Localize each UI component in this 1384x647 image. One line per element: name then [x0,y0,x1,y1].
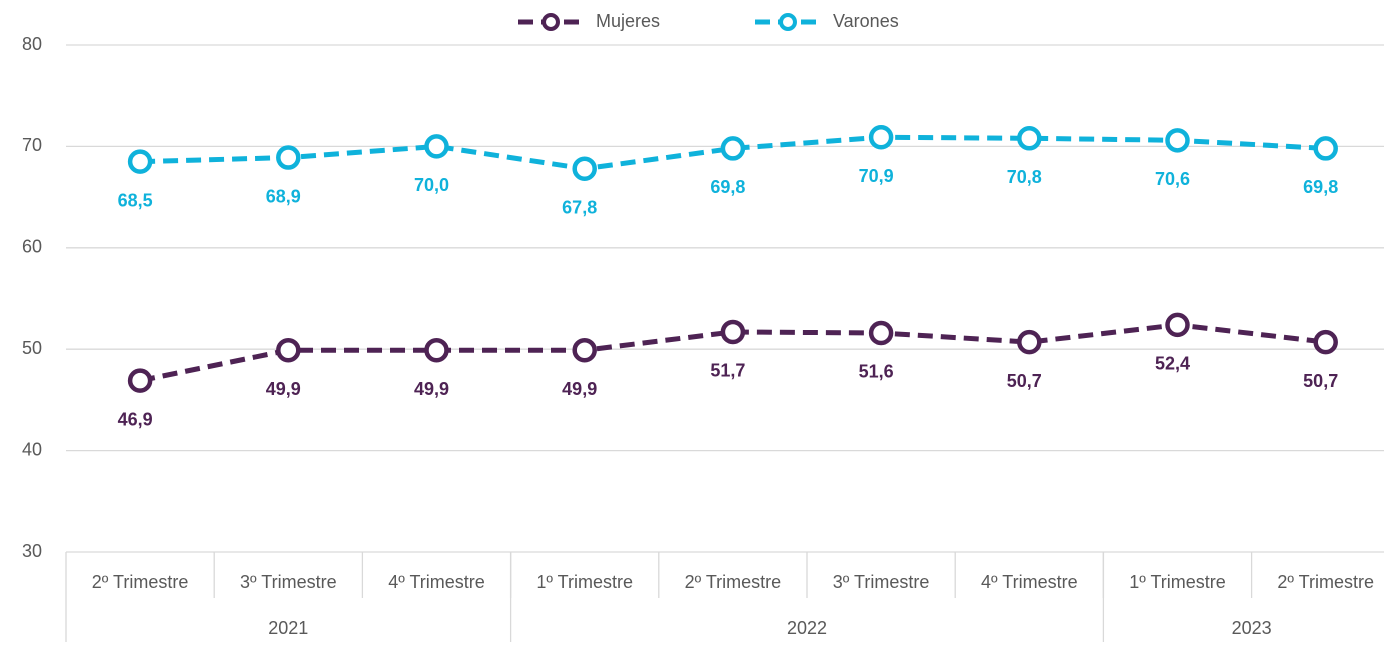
data-label: 49,9 [414,379,449,399]
point [1313,329,1338,355]
point [1165,312,1190,338]
point [572,156,597,181]
x-tick-label: 1º Trimestre [1129,572,1226,592]
y-tick-label: 40 [22,439,42,459]
data-label: 50,7 [1303,371,1338,391]
data-label: 69,8 [1303,177,1338,197]
x-tick-label: 1º Trimestre [536,572,633,592]
x-group-label: 2022 [787,618,827,638]
x-tick-label: 2º Trimestre [92,572,189,592]
data-label: 68,5 [118,190,153,210]
legend-marker [542,13,560,31]
y-tick-label: 80 [22,34,42,54]
x-group-label: 2023 [1232,618,1272,638]
x-tick-label: 4º Trimestre [981,572,1078,592]
data-label: 50,7 [1007,371,1042,391]
data-label: 46,9 [118,409,153,429]
data-label: 51,7 [710,361,745,381]
data-label: 49,9 [266,379,301,399]
point [424,134,449,159]
x-tick-label: 2º Trimestre [685,572,782,592]
legend-label: Varones [833,11,899,31]
point [1313,136,1338,161]
data-label: 51,6 [859,362,894,382]
data-label: 70,6 [1155,169,1190,189]
data-label: 70,0 [414,175,449,195]
data-label: 70,9 [859,166,894,186]
legend-label: Mujeres [596,11,660,31]
y-tick-label: 70 [22,135,42,155]
point [1165,128,1190,153]
data-label: 52,4 [1155,354,1190,374]
y-tick-label: 30 [22,541,42,561]
point [868,125,894,150]
x-group-label: 2021 [268,618,308,638]
point [572,337,597,363]
legend-marker [779,13,797,31]
point [720,319,746,345]
y-tick-label: 60 [22,237,42,257]
data-label: 69,8 [710,177,745,197]
series-line [140,134,1326,172]
point [424,337,449,363]
x-tick-label: 4º Trimestre [388,572,485,592]
x-tick-label: 2º Trimestre [1277,572,1374,592]
data-label: 68,9 [266,186,301,206]
data-label: 49,9 [562,379,597,399]
point [127,149,153,174]
point [1017,126,1042,151]
point [1017,329,1042,355]
x-tick-label: 3º Trimestre [833,572,930,592]
x-tick-label: 3º Trimestre [240,572,337,592]
point [276,145,301,170]
y-tick-label: 50 [22,338,42,358]
data-label: 70,8 [1007,167,1042,187]
point [276,337,301,363]
point [720,136,746,161]
point [868,320,894,346]
data-label: 67,8 [562,197,597,217]
point [127,368,153,393]
series-line [139,322,1326,384]
